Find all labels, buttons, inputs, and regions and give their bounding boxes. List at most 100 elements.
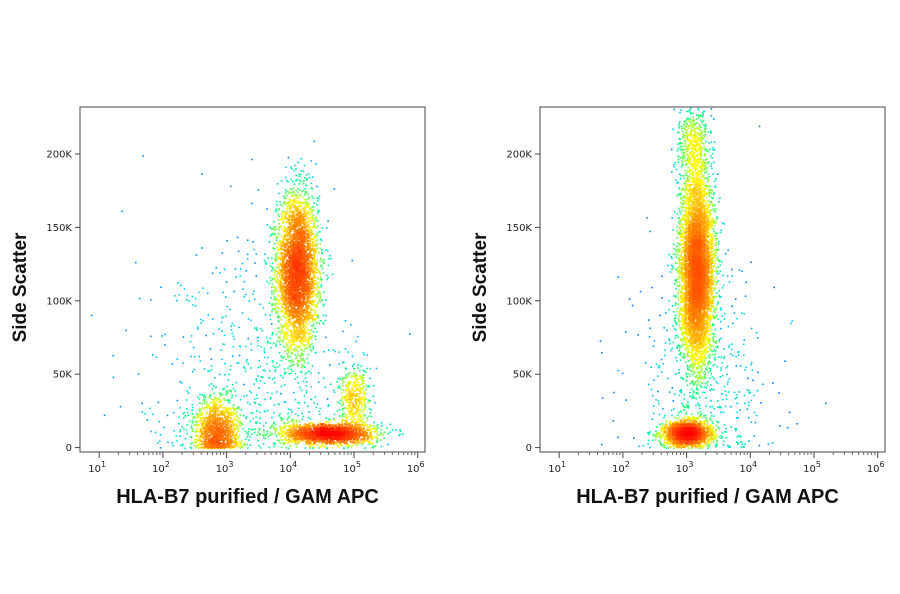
event-dot xyxy=(286,207,289,209)
event-dot xyxy=(276,235,278,238)
event-dot xyxy=(226,440,229,443)
event-dot xyxy=(287,312,289,315)
event-dot xyxy=(281,275,283,278)
event-dot xyxy=(361,440,364,442)
event-dot xyxy=(355,422,358,425)
event-dot xyxy=(205,406,208,409)
event-dot xyxy=(363,439,365,441)
event-dot xyxy=(332,417,335,420)
event-dot xyxy=(277,433,279,435)
event-dot xyxy=(290,239,292,241)
event-dot xyxy=(314,276,317,278)
event-dot xyxy=(357,407,360,409)
event-dot xyxy=(225,429,228,431)
event-dot xyxy=(232,408,235,410)
event-dot xyxy=(228,440,231,443)
event-dot xyxy=(301,228,303,230)
event-dot xyxy=(226,446,228,449)
event-dot xyxy=(210,413,212,416)
event-dot xyxy=(285,251,288,253)
event-dot xyxy=(292,223,295,226)
event-dot xyxy=(226,438,229,441)
event-dot xyxy=(236,436,239,438)
event-dot xyxy=(298,324,301,326)
event-dot xyxy=(357,414,359,417)
event-dot xyxy=(336,443,339,445)
event-dot xyxy=(289,425,291,428)
event-dot xyxy=(206,427,209,429)
event-dot xyxy=(179,429,182,431)
event-dot xyxy=(376,423,379,426)
event-dot xyxy=(286,432,289,434)
event-dot xyxy=(125,329,127,332)
event-dot xyxy=(355,383,357,386)
event-dot xyxy=(267,356,269,359)
event-dot xyxy=(294,325,296,327)
event-dot xyxy=(313,270,316,272)
event-dot xyxy=(327,264,330,267)
event-dot xyxy=(232,355,234,357)
event-dot xyxy=(280,446,283,449)
event-dot xyxy=(306,332,308,335)
event-dot xyxy=(311,295,313,298)
event-dot xyxy=(225,281,228,283)
event-dot xyxy=(314,267,316,269)
event-dot xyxy=(230,408,232,411)
event-dot xyxy=(352,402,354,405)
event-dot xyxy=(215,409,218,411)
event-dot xyxy=(307,246,309,249)
event-dot xyxy=(292,311,295,314)
event-dot xyxy=(360,398,363,401)
event-dot xyxy=(213,392,215,395)
event-dot xyxy=(208,396,210,398)
event-dot xyxy=(314,240,317,242)
event-dot xyxy=(274,308,276,310)
event-dot xyxy=(281,294,283,297)
event-dot xyxy=(293,350,296,352)
event-dot xyxy=(279,432,281,435)
event-dot xyxy=(313,223,315,225)
event-dot xyxy=(292,438,295,440)
event-dot xyxy=(226,421,228,424)
event-dot xyxy=(205,417,208,419)
event-dot xyxy=(299,336,302,338)
event-dot xyxy=(312,209,314,211)
event-dot xyxy=(284,217,287,219)
event-dot xyxy=(297,196,300,199)
event-dot xyxy=(309,256,312,259)
event-dot xyxy=(212,407,214,410)
event-dot xyxy=(315,288,318,291)
event-dot xyxy=(241,446,244,449)
event-dot xyxy=(299,321,301,324)
event-dot xyxy=(325,299,327,301)
event-dot xyxy=(307,193,309,196)
event-dot xyxy=(272,442,275,444)
event-dot xyxy=(207,431,210,434)
event-dot xyxy=(271,262,274,264)
event-dot xyxy=(316,239,319,241)
event-dot xyxy=(227,427,230,430)
event-dot xyxy=(280,180,283,182)
event-dot xyxy=(363,396,366,398)
event-dot xyxy=(219,395,222,397)
event-dot xyxy=(296,225,299,228)
event-dot xyxy=(360,420,363,423)
event-dot xyxy=(351,425,354,427)
event-dot xyxy=(281,266,283,268)
event-dot xyxy=(179,430,181,433)
event-dot xyxy=(284,335,286,338)
event-dot xyxy=(291,321,293,324)
event-dot xyxy=(361,405,363,408)
event-dot xyxy=(336,444,339,446)
event-dot xyxy=(253,290,255,292)
event-dot xyxy=(192,346,195,349)
event-dot xyxy=(282,218,285,220)
event-dot xyxy=(305,344,307,346)
event-dot xyxy=(303,401,306,404)
event-dot xyxy=(308,311,311,314)
event-dot xyxy=(213,419,216,422)
event-dot xyxy=(376,438,379,440)
event-dot xyxy=(203,430,206,433)
event-dot xyxy=(303,328,306,330)
event-dot xyxy=(289,233,292,235)
